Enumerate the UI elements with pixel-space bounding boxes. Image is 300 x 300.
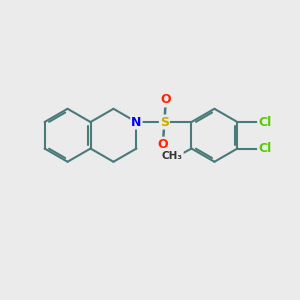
Text: CH₃: CH₃ [162,151,183,161]
Text: Cl: Cl [258,142,272,155]
Text: N: N [131,116,142,128]
Text: O: O [160,93,171,106]
Text: Cl: Cl [258,116,272,128]
Text: S: S [160,116,169,128]
Text: O: O [158,138,168,151]
